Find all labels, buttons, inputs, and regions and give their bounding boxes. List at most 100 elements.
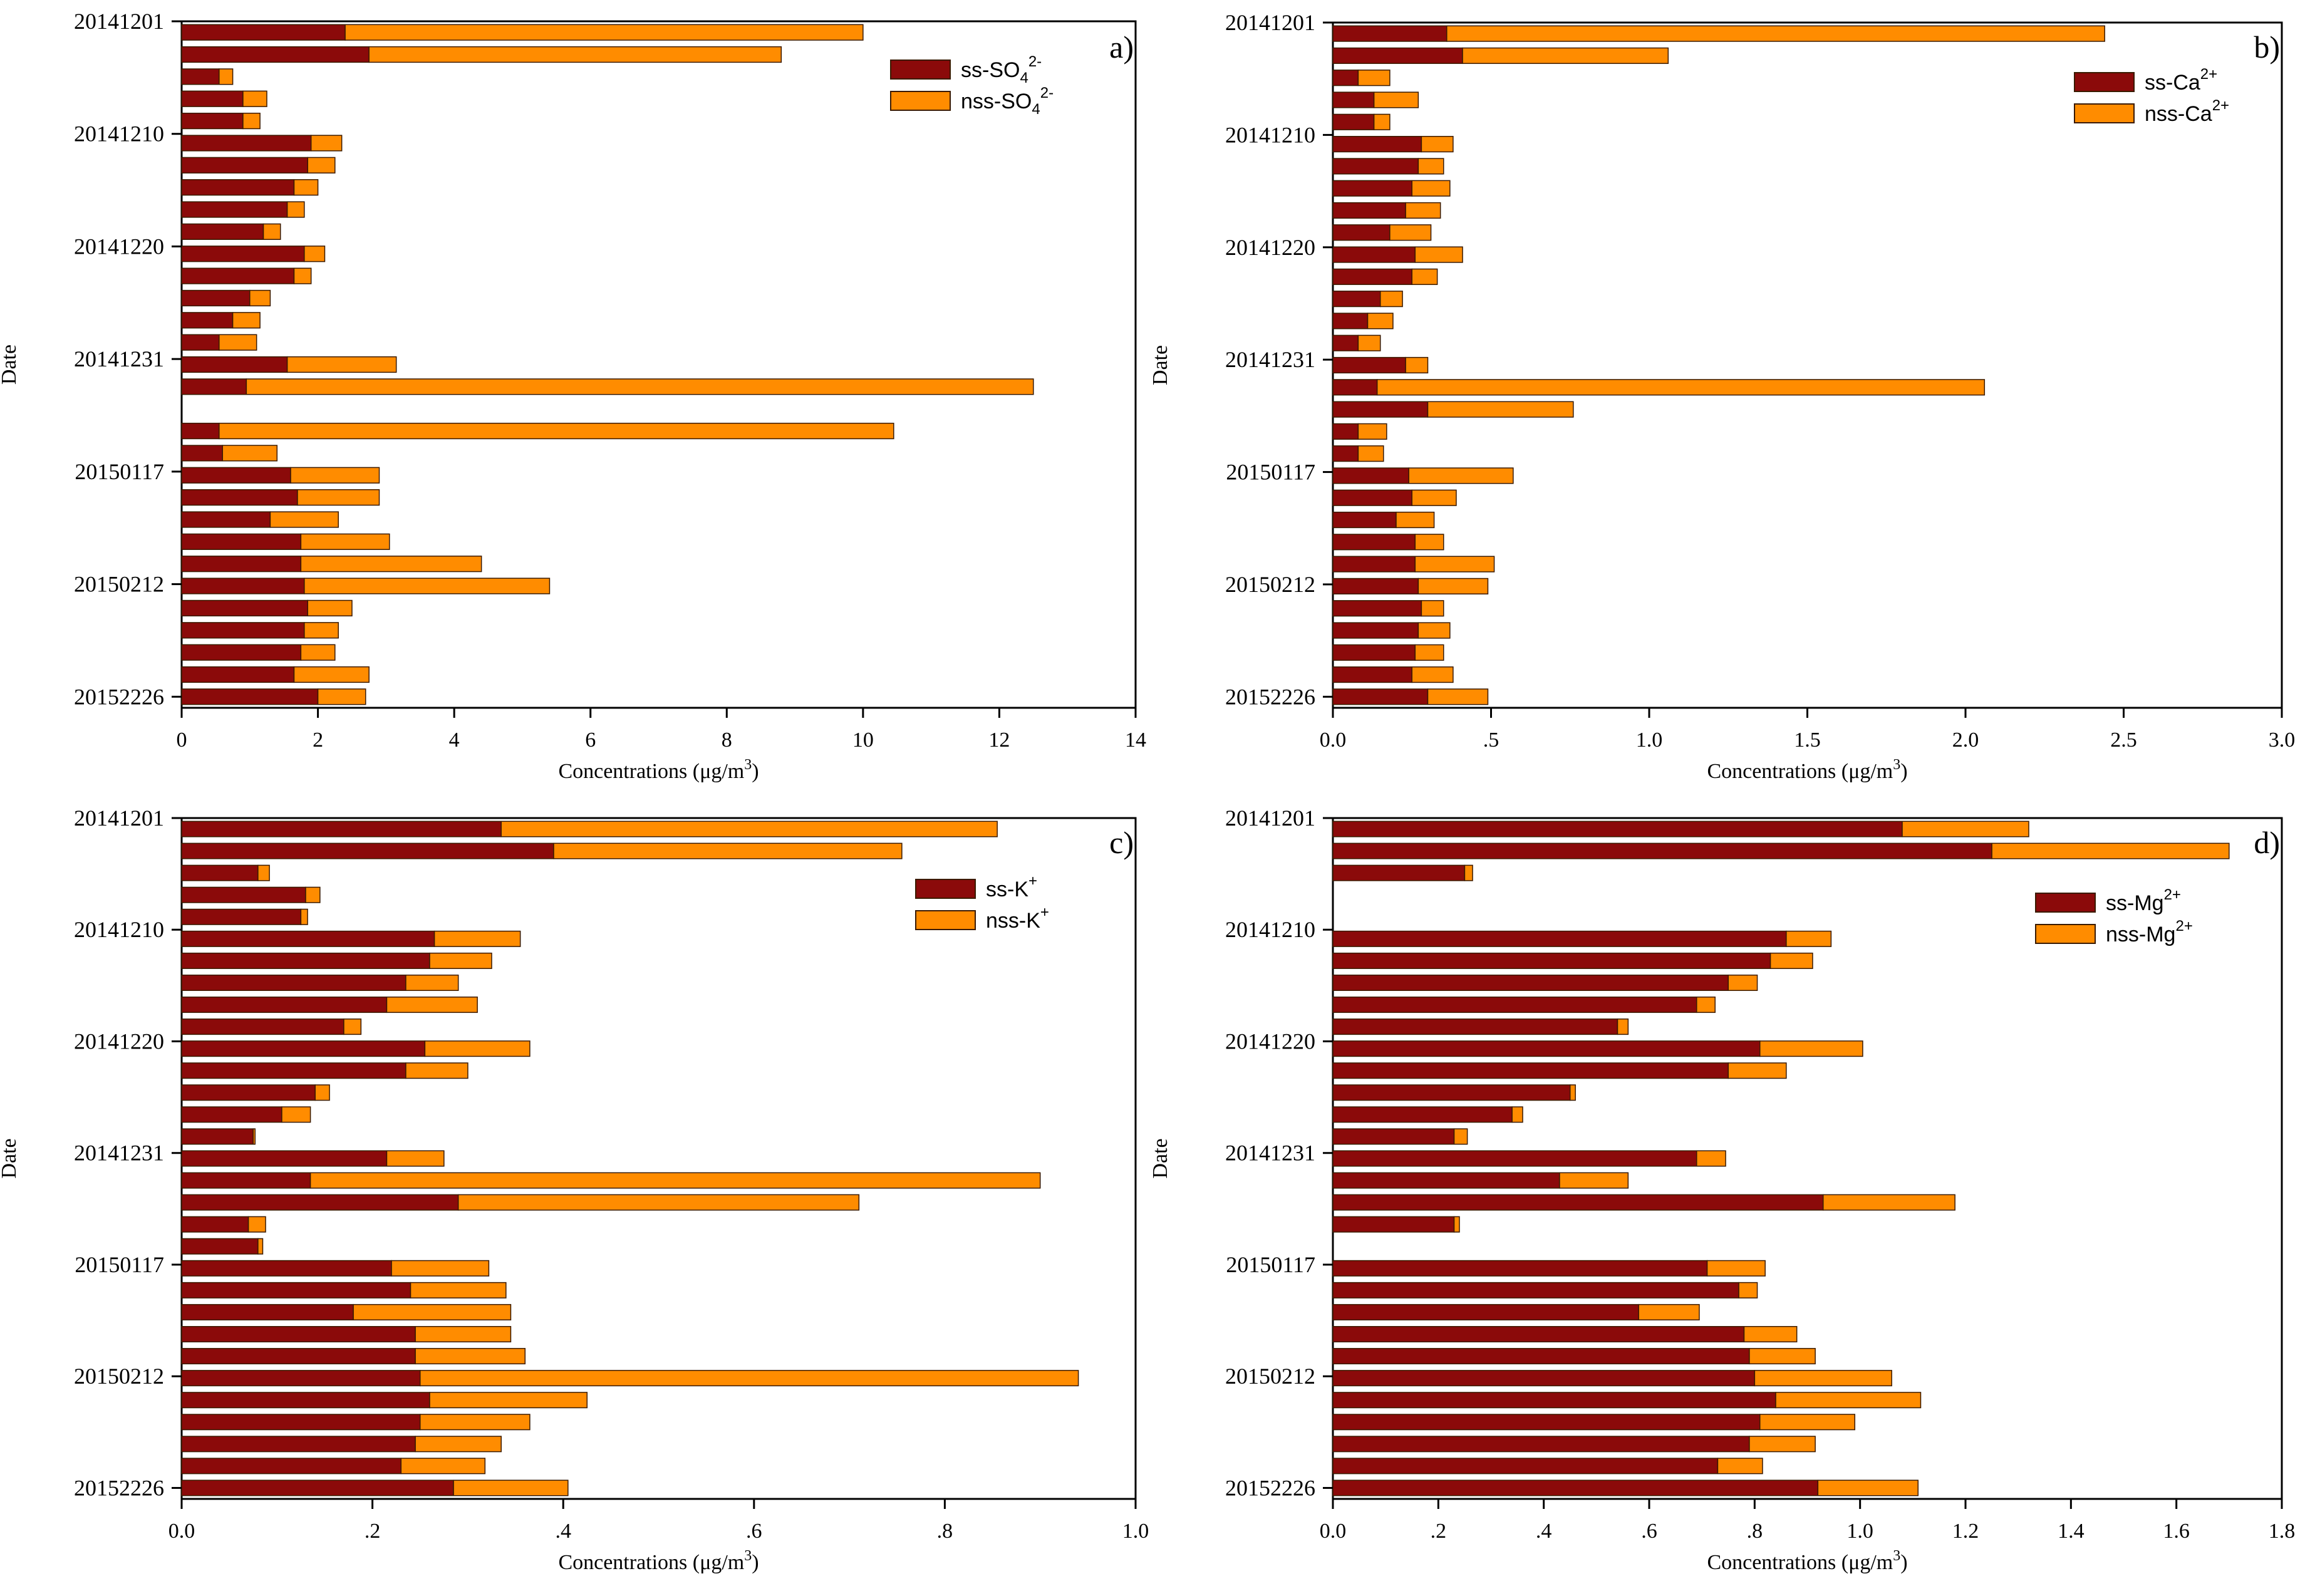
nss-bar xyxy=(1570,1084,1576,1101)
nss-bar xyxy=(1617,1018,1629,1035)
nss-bar xyxy=(1902,821,2029,837)
ss-bar xyxy=(181,821,502,837)
legend-label-base: nss-Ca xyxy=(2145,102,2212,126)
nss-bar xyxy=(1638,1303,1700,1320)
chart-panel-a: 0 2 4 6 8 10 12 14 20141201 20141210 20141220 20141… xyxy=(0,9,1146,783)
ss-bar xyxy=(1332,91,1375,108)
x-tick-label: 1.0 xyxy=(1846,1520,1873,1543)
date-label: 20141231 xyxy=(74,346,164,371)
nss-bar xyxy=(1754,1370,1892,1387)
nss-bar xyxy=(293,267,312,284)
ss-bar xyxy=(1332,489,1412,506)
date-label: 20141201 xyxy=(1225,10,1315,35)
nss-bar xyxy=(368,46,782,63)
nss-bar xyxy=(262,223,281,240)
legend-label-sup: + xyxy=(1028,873,1037,889)
nss-bar xyxy=(304,622,339,639)
nss-bar xyxy=(1769,952,1813,969)
nss-bar xyxy=(453,1479,569,1496)
nss-bar xyxy=(420,1370,1079,1387)
nss-bar xyxy=(242,112,261,130)
ss-bar xyxy=(1332,821,1903,837)
nss-bar xyxy=(1414,246,1463,263)
nss-bar xyxy=(1411,268,1438,285)
ss-bar xyxy=(1332,1458,1719,1474)
nss-legend-swatch xyxy=(2035,924,2096,944)
nss-bar xyxy=(300,644,336,661)
nss-bar xyxy=(386,1150,445,1167)
date-label: 20141210 xyxy=(1225,917,1315,942)
x-tick-label: 1.0 xyxy=(1122,1520,1149,1543)
nss-bar xyxy=(1464,864,1473,881)
date-label: 20150212 xyxy=(1225,1364,1315,1389)
ss-bar xyxy=(181,135,312,152)
ss-bar xyxy=(1332,511,1397,529)
nss-bar xyxy=(1417,578,1489,595)
x-axis-title-sup: 3 xyxy=(1893,757,1900,773)
ss-bar xyxy=(1332,356,1406,374)
ss-bar xyxy=(181,1303,354,1320)
nss-bar xyxy=(1749,1436,1816,1453)
legend-label: ss-SO42- xyxy=(961,53,1042,86)
ss-bar xyxy=(1332,467,1409,484)
date-label: 20152226 xyxy=(1225,684,1315,709)
ss-bar xyxy=(181,90,244,107)
nss-bar xyxy=(429,1392,588,1409)
nss-bar xyxy=(247,1216,266,1233)
date-label: 20141201 xyxy=(74,806,164,831)
nss-bar xyxy=(1696,997,1716,1013)
ss-bar xyxy=(1332,1370,1756,1387)
nss-bar xyxy=(400,1458,486,1474)
x-tick-label: 2.0 xyxy=(1952,728,1979,752)
x-tick-label: 14 xyxy=(1125,728,1146,752)
ss-bar xyxy=(1332,158,1419,175)
y-axis-title: Date xyxy=(0,1138,21,1178)
nss-bar xyxy=(300,556,482,573)
ss-bar xyxy=(1332,1348,1750,1365)
ss-bar xyxy=(181,422,220,440)
ss-bar xyxy=(181,179,295,196)
ss-bar xyxy=(1332,224,1391,241)
panel-label: d) xyxy=(2254,825,2280,860)
x-tick-label: .5 xyxy=(1483,728,1499,752)
x-axis-title-sup: 3 xyxy=(1893,1548,1900,1564)
nss-bar xyxy=(1411,489,1457,506)
ss-bar xyxy=(1332,952,1771,969)
ss-bar xyxy=(1332,379,1378,396)
ss-bar xyxy=(181,356,288,373)
nss-legend-swatch xyxy=(890,91,951,111)
ss-bar xyxy=(181,1414,421,1431)
ss-bar xyxy=(181,511,271,528)
ss-legend-swatch xyxy=(2035,893,2096,913)
x-axis-title-end: ) xyxy=(752,1551,759,1574)
ss-bar xyxy=(1332,1216,1455,1233)
nss-bar xyxy=(424,1040,531,1057)
ss-bar xyxy=(181,599,309,617)
ss-bar xyxy=(181,688,319,705)
nss-bar xyxy=(1759,1414,1855,1431)
date-label: 20152226 xyxy=(1225,1475,1315,1500)
ss-bar xyxy=(181,1128,254,1145)
nss-bar xyxy=(1749,1348,1816,1365)
y-axis-title: Date xyxy=(1149,1138,1172,1178)
ss-bar xyxy=(181,68,220,85)
ss-bar xyxy=(181,157,309,174)
legend-label-sup: 2+ xyxy=(2175,918,2192,935)
nss-bar xyxy=(1706,1260,1766,1277)
nss-bar xyxy=(1559,1172,1629,1189)
x-tick-label: .8 xyxy=(1747,1520,1763,1543)
nss-bar xyxy=(1991,842,2230,859)
ss-bar xyxy=(1332,578,1419,595)
plot-frame xyxy=(1332,21,2283,709)
x-axis-title-end: ) xyxy=(1900,1551,1907,1574)
date-label: 20141231 xyxy=(1225,1141,1315,1166)
nss-bar xyxy=(246,378,1034,395)
ss-bar xyxy=(181,1150,388,1167)
nss-legend-swatch xyxy=(2074,103,2135,123)
nss-bar xyxy=(1373,113,1391,130)
ss-bar xyxy=(181,467,291,484)
date-label: 20150212 xyxy=(74,572,164,597)
date-label: 20150117 xyxy=(1226,1252,1315,1277)
date-label: 20141231 xyxy=(74,1141,164,1166)
x-axis-title: Concentrations (μg/m3) xyxy=(558,757,759,783)
